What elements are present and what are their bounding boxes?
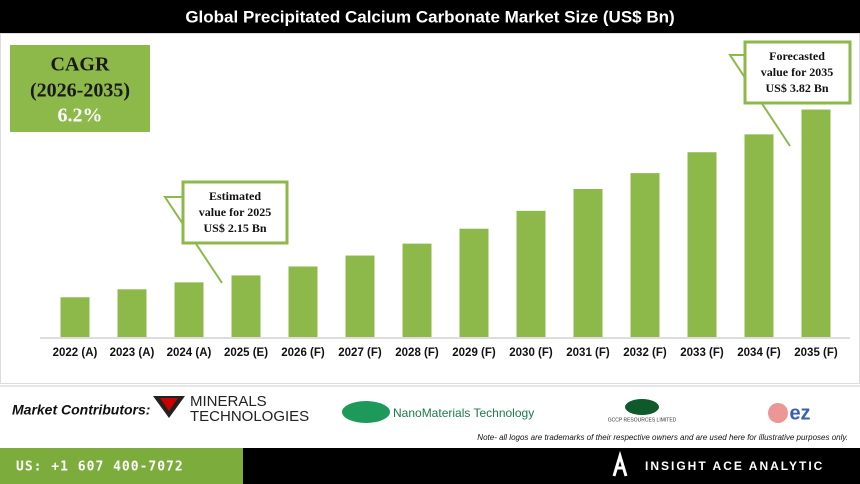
cagr-title: CAGR — [51, 54, 110, 76]
cagr-period: (2026-2035) — [30, 80, 130, 102]
x-tick-label: 2034 (F) — [737, 347, 781, 359]
logo-icon — [342, 401, 390, 423]
title-bar — [0, 0, 860, 33]
bar — [573, 188, 603, 337]
bar — [801, 109, 831, 337]
callout-box — [743, 40, 852, 105]
x-tick-label: 2031 (F) — [566, 347, 610, 359]
bar — [516, 210, 546, 337]
logo-icon — [768, 403, 788, 423]
brand-logo — [612, 450, 628, 477]
x-tick-label: 2024 (A) — [167, 347, 212, 359]
bar — [345, 255, 375, 337]
logo-text: ez — [789, 402, 810, 424]
logo-text: NanoMaterials Technology — [393, 406, 534, 420]
annotation: Forecasted — [769, 49, 825, 63]
x-tick-label: 2030 (F) — [509, 347, 553, 359]
bar — [174, 282, 204, 337]
phone: US: +1 607 400-7072 — [16, 460, 184, 475]
x-tick-label: 2032 (F) — [623, 347, 667, 359]
annotation: US$ 3.82 Bn — [765, 81, 828, 95]
annotation: value for 2025 — [199, 205, 271, 219]
annotation: US$ 2.15 Bn — [203, 221, 266, 235]
chart-title: Global Precipitated Calcium Carbonate Ma… — [185, 7, 674, 26]
x-tick-label: 2028 (F) — [395, 347, 439, 359]
x-tick-label: 2027 (F) — [338, 347, 382, 359]
x-tick-label: 2035 (F) — [794, 347, 838, 359]
callout-pointer — [728, 54, 791, 147]
logo-text: TECHNOLOGIES — [190, 408, 309, 425]
bar — [60, 297, 90, 337]
bar — [231, 275, 261, 337]
bar — [402, 243, 432, 337]
bar — [459, 228, 489, 337]
bar — [630, 173, 660, 337]
logo-icon — [625, 399, 659, 415]
x-tick-label: 2022 (A) — [53, 347, 98, 359]
cagr-box — [10, 45, 150, 132]
callout-pointer — [163, 196, 223, 284]
x-tick-label: 2029 (F) — [452, 347, 496, 359]
x-tick-label: 2023 (A) — [110, 347, 155, 359]
x-tick-label: 2025 (E) — [224, 347, 268, 359]
logo-text: GCCP RESOURCES LIMITED — [608, 417, 677, 423]
callout-box — [181, 180, 289, 245]
x-tick-label: 2026 (F) — [281, 347, 325, 359]
logo-text: MINERALS — [190, 393, 267, 410]
logo-icon — [160, 398, 178, 411]
bar — [288, 266, 318, 337]
bar — [117, 289, 147, 337]
x-tick-label: 2033 (F) — [680, 347, 724, 359]
brand: INSIGHT ACE ANALYTIC — [645, 459, 824, 473]
note: Note- all logos are trademarks of their … — [477, 433, 848, 442]
bar — [687, 152, 717, 337]
bar — [744, 134, 774, 337]
phone-box — [0, 448, 243, 484]
annotation: Estimated — [209, 189, 261, 203]
cagr-value: 6.2% — [58, 105, 103, 127]
annotation: value for 2035 — [761, 65, 833, 79]
contributors-label: Market Contributors: — [12, 402, 150, 418]
